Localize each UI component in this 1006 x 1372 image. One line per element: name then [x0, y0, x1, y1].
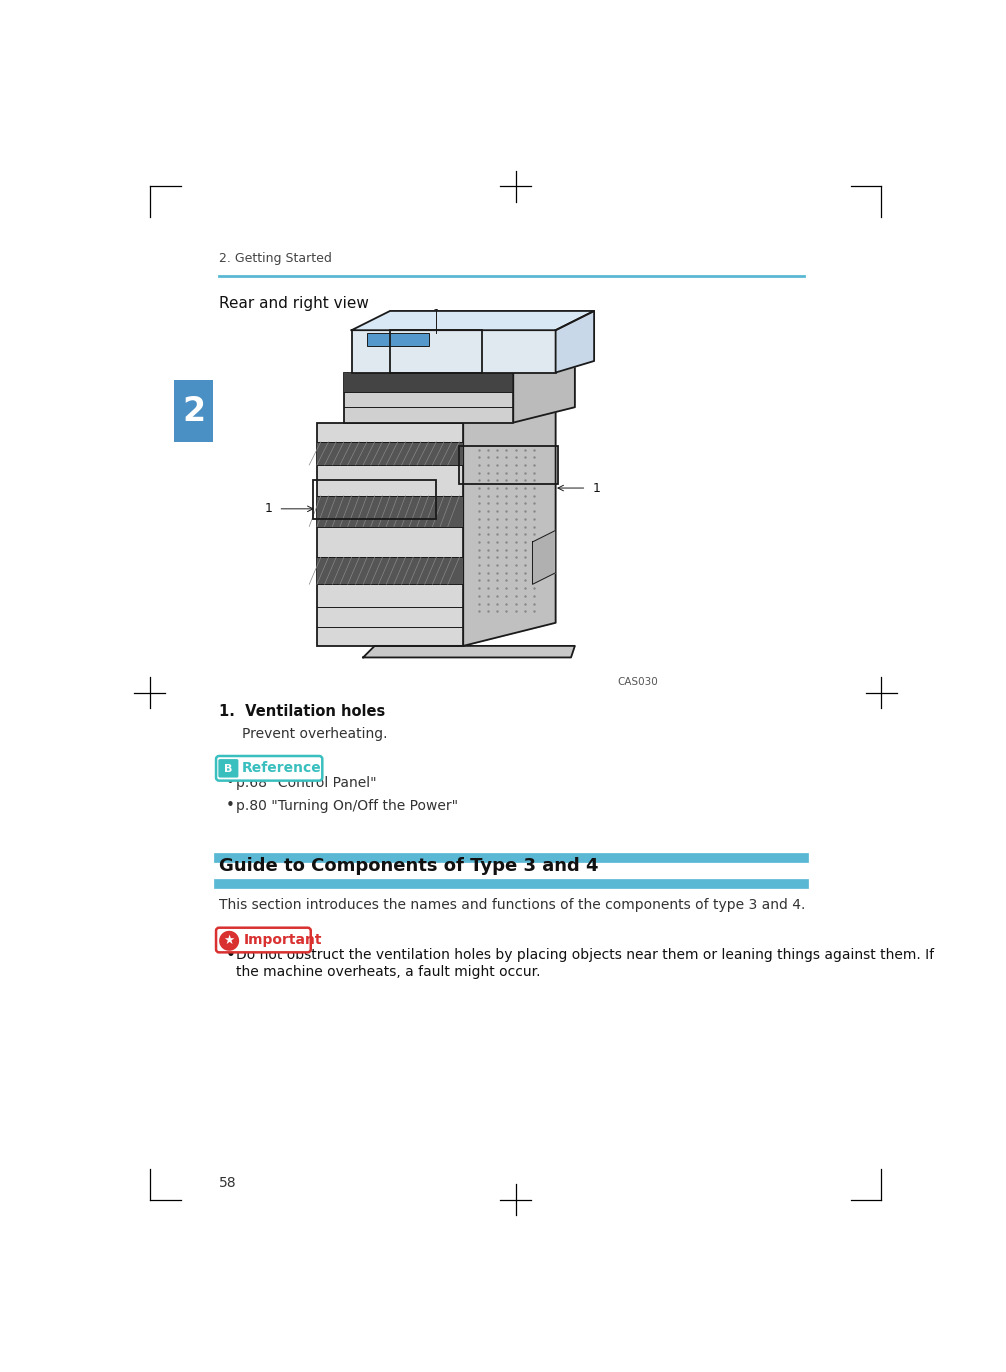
- Text: 58: 58: [219, 1176, 236, 1191]
- Text: 1: 1: [593, 482, 601, 494]
- Circle shape: [219, 930, 239, 951]
- Text: p.80 "Turning On/Off the Power": p.80 "Turning On/Off the Power": [236, 799, 458, 814]
- Text: Guide to Components of Type 3 and 4: Guide to Components of Type 3 and 4: [219, 856, 599, 874]
- Polygon shape: [513, 346, 574, 423]
- Text: •: •: [225, 775, 234, 790]
- FancyBboxPatch shape: [216, 756, 322, 781]
- FancyBboxPatch shape: [218, 759, 238, 778]
- Text: 1.  Ventilation holes: 1. Ventilation holes: [219, 704, 385, 719]
- Text: Rear and right view: Rear and right view: [219, 296, 369, 311]
- Text: •: •: [225, 799, 234, 814]
- Bar: [367, 332, 429, 346]
- Text: 1: 1: [265, 502, 273, 516]
- Bar: [344, 373, 513, 392]
- Text: •: •: [225, 947, 235, 962]
- Bar: [390, 331, 483, 373]
- Text: 2: 2: [182, 395, 205, 428]
- Text: Prevent overheating.: Prevent overheating.: [242, 727, 387, 741]
- Bar: [313, 480, 437, 519]
- Text: ★: ★: [223, 934, 234, 947]
- Bar: [317, 557, 463, 584]
- Text: p.68 "Control Panel": p.68 "Control Panel": [236, 777, 376, 790]
- FancyBboxPatch shape: [216, 927, 311, 952]
- Polygon shape: [555, 311, 595, 373]
- Text: 2. Getting Started: 2. Getting Started: [219, 251, 332, 265]
- Bar: [344, 373, 513, 423]
- Text: Important: Important: [243, 933, 322, 947]
- Polygon shape: [363, 646, 574, 657]
- Text: B: B: [224, 764, 232, 774]
- Text: Do not obstruct the ventilation holes by placing objects near them or leaning th: Do not obstruct the ventilation holes by…: [236, 948, 935, 962]
- Text: This section introduces the names and functions of the components of type 3 and : This section introduces the names and fu…: [219, 897, 806, 911]
- Bar: [317, 423, 463, 646]
- Polygon shape: [532, 531, 555, 584]
- Bar: [460, 446, 558, 484]
- Polygon shape: [463, 384, 555, 646]
- Text: CAS030: CAS030: [618, 676, 658, 687]
- Bar: [174, 380, 213, 442]
- Polygon shape: [351, 311, 595, 331]
- Text: Reference: Reference: [242, 761, 322, 775]
- Bar: [351, 331, 555, 373]
- Bar: [317, 442, 463, 465]
- Bar: [317, 495, 463, 527]
- Text: 1: 1: [433, 307, 441, 321]
- Text: the machine overheats, a fault might occur.: the machine overheats, a fault might occ…: [236, 965, 540, 978]
